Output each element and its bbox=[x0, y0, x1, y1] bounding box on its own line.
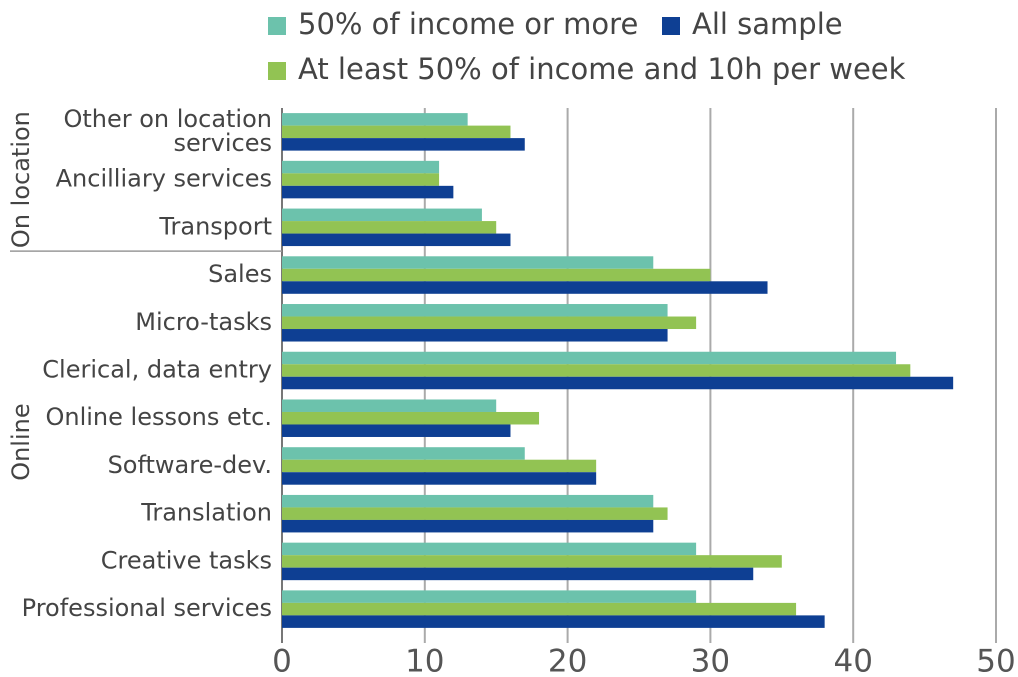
x-tick-label: 40 bbox=[833, 644, 872, 677]
bar bbox=[282, 304, 668, 317]
y-tick-label: Clerical, data entry bbox=[42, 356, 272, 384]
bar bbox=[282, 615, 825, 628]
group-label: Online bbox=[7, 403, 35, 480]
bar bbox=[282, 447, 525, 460]
bar bbox=[282, 542, 697, 556]
bar bbox=[282, 364, 911, 377]
y-tick-label: Other on location services bbox=[63, 105, 272, 157]
bar bbox=[282, 316, 697, 330]
x-tick-label: 20 bbox=[548, 644, 587, 677]
legend-swatch bbox=[662, 17, 680, 35]
bar bbox=[282, 221, 497, 234]
bar bbox=[282, 125, 511, 139]
bar bbox=[282, 185, 454, 199]
y-tick-label: Translation bbox=[140, 499, 272, 527]
bar bbox=[282, 281, 768, 294]
x-tick-label: 30 bbox=[691, 644, 730, 677]
bar bbox=[282, 351, 897, 365]
y-tick-label: Creative tasks bbox=[101, 546, 272, 574]
bar bbox=[282, 160, 440, 174]
legend-label: At least 50% of income and 10h per week bbox=[298, 52, 906, 86]
bar bbox=[282, 411, 540, 425]
bar bbox=[282, 602, 797, 616]
bar bbox=[282, 268, 711, 282]
bar bbox=[282, 173, 440, 186]
bar bbox=[282, 567, 754, 581]
bar bbox=[282, 376, 954, 390]
bar bbox=[282, 459, 597, 473]
bar bbox=[282, 507, 668, 520]
x-tick-label: 50 bbox=[976, 644, 1015, 677]
bar bbox=[282, 138, 525, 151]
legend-label: 50% of income or more bbox=[298, 7, 638, 41]
x-tick-label: 0 bbox=[272, 644, 292, 677]
y-tick-label: Transport bbox=[158, 212, 272, 240]
legend-label: All sample bbox=[692, 7, 843, 41]
group-label: On location bbox=[7, 111, 35, 248]
bar bbox=[282, 590, 697, 603]
y-tick-label: Ancilliary services bbox=[56, 165, 272, 193]
bar bbox=[282, 113, 468, 126]
y-tick-label: Micro-tasks bbox=[135, 308, 272, 336]
bar bbox=[282, 399, 497, 412]
y-tick-label: Sales bbox=[208, 260, 272, 288]
bar bbox=[282, 424, 511, 437]
bar bbox=[282, 555, 782, 568]
bar bbox=[282, 519, 654, 533]
y-tick-label: Software-dev. bbox=[108, 451, 272, 479]
x-tick-label: 10 bbox=[405, 644, 444, 677]
bar bbox=[282, 233, 511, 247]
bar bbox=[282, 256, 654, 269]
legend-swatch bbox=[268, 62, 286, 80]
bar bbox=[282, 472, 597, 485]
y-tick-label: Online lessons etc. bbox=[45, 403, 272, 431]
legend-swatch bbox=[268, 17, 286, 35]
bar bbox=[282, 494, 654, 508]
y-tick-label: Professional services bbox=[22, 594, 272, 622]
bar bbox=[282, 208, 482, 222]
bar bbox=[282, 329, 668, 342]
